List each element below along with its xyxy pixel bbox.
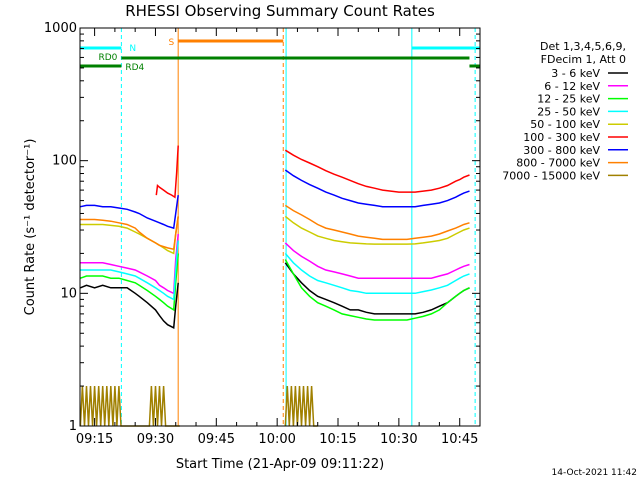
series-line bbox=[80, 169, 470, 230]
y-tick-label: 10 bbox=[60, 286, 77, 301]
legend-entry-label: 50 - 100 keV bbox=[530, 118, 600, 131]
legend: Det 1,3,4,5,6,9, FDecim 1, Att 0 3 - 6 k… bbox=[502, 40, 628, 182]
plot-area: N S RD0 RD4 bbox=[79, 28, 480, 427]
plot-frame bbox=[79, 27, 481, 427]
legend-entry-label: 300 - 800 keV bbox=[523, 144, 600, 157]
annotation-label-rd4: RD4 bbox=[125, 63, 144, 73]
series-line bbox=[80, 233, 470, 295]
y-axis-label: Count Rate (s⁻¹ detector⁻¹) bbox=[23, 139, 38, 316]
legend-entry-label: 800 - 7000 keV bbox=[516, 157, 600, 170]
series-line bbox=[80, 204, 470, 251]
y-tick-label: 1000 bbox=[44, 21, 77, 36]
x-tick-label: 10:45 bbox=[441, 432, 478, 447]
x-tick-label: 09:30 bbox=[137, 432, 174, 447]
series-line bbox=[80, 240, 470, 301]
legend-header-line: FDecim 1, Att 0 bbox=[541, 53, 626, 66]
annotation-label-rd0: RD0 bbox=[98, 53, 117, 63]
x-tick-label: 09:15 bbox=[76, 432, 113, 447]
annotation-label-s: S bbox=[168, 38, 174, 48]
y-tick-label: 1 bbox=[69, 419, 77, 434]
series-line bbox=[80, 215, 470, 255]
legend-entry-label: 3 - 6 keV bbox=[551, 67, 600, 80]
x-tick-label: 09:45 bbox=[198, 432, 235, 447]
legend-entry-label: 6 - 12 keV bbox=[544, 80, 600, 93]
legend-header-line: Det 1,3,4,5,6,9, bbox=[540, 40, 626, 53]
series-line bbox=[80, 253, 470, 321]
x-axis-label: Start Time (21-Apr-09 09:11:22) bbox=[176, 457, 384, 472]
x-tick-label: 10:00 bbox=[258, 432, 295, 447]
footer-timestamp: 14-Oct-2021 11:42 bbox=[552, 468, 637, 478]
legend-entry-label: 12 - 25 keV bbox=[537, 93, 600, 106]
x-axis: 09:15 09:30 09:45 10:00 10:15 10:30 10:45 bbox=[76, 28, 481, 447]
y-tick-label: 100 bbox=[52, 154, 77, 169]
annotation-label-n: N bbox=[129, 44, 136, 54]
x-tick-label: 10:15 bbox=[319, 432, 356, 447]
legend-entry-label: 100 - 300 keV bbox=[523, 131, 600, 144]
legend-entry-label: 25 - 50 keV bbox=[537, 105, 600, 118]
legend-entry-label: 7000 - 15000 keV bbox=[502, 169, 600, 182]
chart-title: RHESSI Observing Summary Count Rates bbox=[125, 2, 435, 20]
series-line bbox=[155, 145, 470, 199]
x-tick-label: 10:30 bbox=[380, 432, 417, 447]
y-axis: 1 10 100 1000 bbox=[44, 21, 480, 434]
